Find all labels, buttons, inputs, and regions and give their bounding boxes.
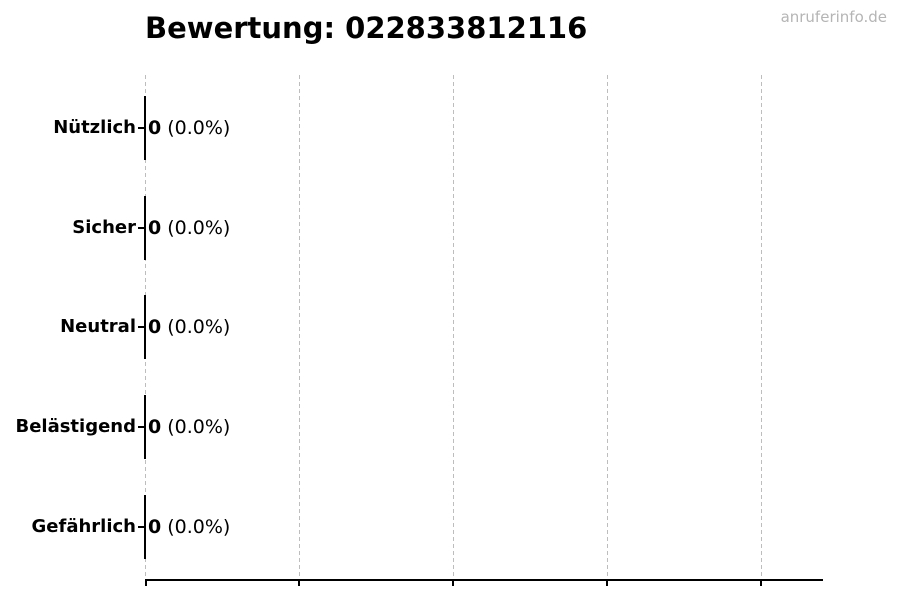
value-percent: (0.0%): [167, 316, 231, 338]
chart-title: Bewertung: 022833812116: [145, 11, 588, 45]
x-gridline: [453, 75, 454, 580]
category-label: Belästigend: [15, 416, 136, 437]
value-percent: (0.0%): [167, 516, 231, 538]
value-label: 0 (0.0%): [148, 215, 230, 241]
value-count: 0: [148, 117, 162, 139]
x-axis-tick: [452, 581, 454, 586]
bar: [144, 495, 146, 559]
value-percent: (0.0%): [167, 117, 231, 139]
x-axis-line: [145, 579, 823, 581]
value-percent: (0.0%): [167, 217, 231, 239]
bar: [144, 96, 146, 160]
bar: [144, 196, 146, 260]
x-axis-tick: [760, 581, 762, 586]
category-label: Sicher: [72, 217, 136, 238]
category-label: Neutral: [60, 316, 136, 337]
x-axis-tick: [298, 581, 300, 586]
value-percent: (0.0%): [167, 416, 231, 438]
x-gridline: [761, 75, 762, 580]
bar: [144, 395, 146, 459]
y-axis-tick: [138, 227, 145, 229]
category-label: Gefährlich: [31, 516, 136, 537]
value-count: 0: [148, 516, 162, 538]
category-label: Nützlich: [53, 117, 136, 138]
plot-area: Nützlich 0 (0.0%) Sicher 0 (0.0%) Neutral …: [15, 75, 823, 586]
x-gridline: [607, 75, 608, 580]
y-axis-tick: [138, 326, 145, 328]
y-axis-tick: [138, 426, 145, 428]
value-label: 0 (0.0%): [148, 314, 230, 340]
value-label: 0 (0.0%): [148, 414, 230, 440]
x-axis-tick: [145, 581, 147, 586]
value-label: 0 (0.0%): [148, 514, 230, 540]
value-count: 0: [148, 217, 162, 239]
value-count: 0: [148, 316, 162, 338]
value-count: 0: [148, 416, 162, 438]
bar: [144, 295, 146, 359]
watermark: anruferinfo.de: [780, 8, 887, 26]
y-axis-tick: [138, 526, 145, 528]
value-label: 0 (0.0%): [148, 115, 230, 141]
x-axis-tick: [606, 581, 608, 586]
x-gridline: [299, 75, 300, 580]
y-axis-tick: [138, 127, 145, 129]
